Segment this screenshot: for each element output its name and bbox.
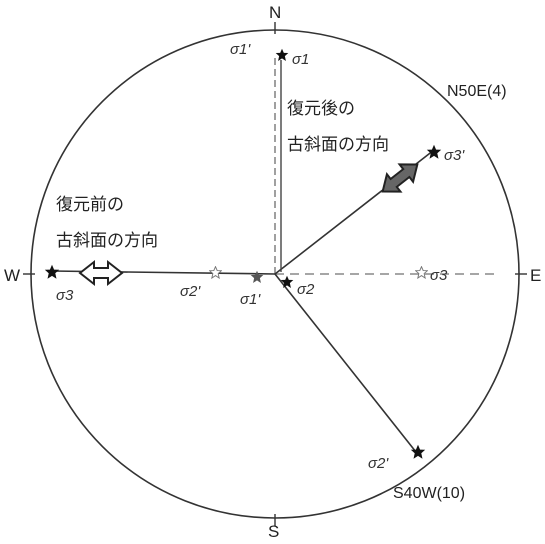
compass-n: N [269, 3, 281, 22]
star-sigma3-ne [426, 144, 442, 159]
label-before-2: 古斜面の方向 [56, 231, 158, 251]
star-sigma1-top [275, 48, 289, 61]
sigma-s2p-bottom: σ2' [368, 455, 389, 472]
compass-e: E [530, 266, 541, 285]
sigma-s3-west: σ3 [56, 287, 74, 304]
double-arrow-ne [381, 163, 419, 193]
compass-s: S [268, 522, 279, 539]
sigma-s1p-center: σ1' [240, 291, 261, 308]
label-after-1: 復元後の [287, 99, 355, 119]
sigma-s2-center: σ2 [297, 281, 315, 298]
label-n50e: N50E(4) [447, 83, 507, 100]
label-before-1: 復元前の [56, 195, 124, 215]
sigma-s3-east: σ3 [430, 267, 448, 284]
label-s40w: S40W(10) [393, 485, 465, 502]
compass-w: W [4, 266, 20, 285]
double-arrow-west [78, 259, 124, 287]
sigma-s3p: σ3' [444, 147, 465, 164]
label-after-2: 古斜面の方向 [287, 135, 389, 155]
star-sigma1p-center [250, 270, 264, 283]
line-s40w [274, 273, 417, 453]
star-sigma2-center [280, 275, 294, 288]
star-sigma2p-center [209, 266, 222, 279]
sigma-s1-top: σ1 [292, 51, 309, 68]
star-sigma3-east [415, 266, 428, 279]
compass-ticks [23, 22, 527, 526]
sigma-s2p-center: σ2' [180, 283, 201, 300]
sigma-s1p-top: σ1' [230, 41, 251, 58]
